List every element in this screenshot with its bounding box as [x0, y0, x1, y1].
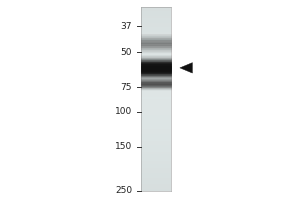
Bar — [141, 83, 171, 85]
Bar — [141, 85, 171, 87]
Bar — [141, 171, 171, 173]
Bar — [141, 23, 171, 25]
Bar — [141, 87, 171, 90]
Bar — [141, 161, 171, 164]
Bar — [141, 97, 171, 99]
Bar — [141, 164, 171, 166]
Bar — [141, 136, 171, 138]
Bar — [141, 18, 171, 21]
Bar — [141, 120, 171, 122]
Bar — [141, 152, 171, 154]
Text: 37: 37 — [121, 22, 132, 31]
Text: 250: 250 — [115, 186, 132, 195]
Bar — [141, 76, 171, 78]
Bar — [141, 104, 171, 106]
Bar — [141, 138, 171, 141]
Text: 75: 75 — [121, 83, 132, 92]
Bar — [141, 134, 171, 136]
Bar — [141, 150, 171, 152]
Bar — [141, 115, 171, 117]
Text: 50: 50 — [121, 48, 132, 57]
Bar — [141, 173, 171, 175]
Bar — [141, 16, 171, 18]
Bar — [141, 64, 171, 67]
Bar — [141, 74, 171, 76]
Bar — [141, 48, 171, 51]
Bar — [141, 175, 171, 178]
Bar — [141, 113, 171, 115]
Bar — [141, 21, 171, 23]
Bar — [141, 7, 171, 9]
Bar — [141, 92, 171, 94]
Bar — [141, 122, 171, 124]
Bar — [141, 11, 171, 14]
Bar — [141, 14, 171, 16]
Bar — [141, 147, 171, 150]
Bar — [141, 25, 171, 27]
Bar — [141, 60, 171, 62]
Bar — [141, 187, 171, 189]
Bar — [141, 81, 171, 83]
Bar — [141, 108, 171, 111]
Bar — [141, 166, 171, 168]
Text: 150: 150 — [115, 142, 132, 151]
Bar — [141, 145, 171, 147]
Bar — [141, 131, 171, 134]
Bar — [141, 90, 171, 92]
Bar — [141, 124, 171, 127]
Bar — [141, 67, 171, 69]
Bar — [141, 9, 171, 11]
Bar — [141, 51, 171, 53]
Bar — [141, 143, 171, 145]
Bar — [141, 141, 171, 143]
Polygon shape — [180, 63, 192, 73]
Bar — [141, 41, 171, 44]
Bar — [141, 94, 171, 97]
Bar — [141, 39, 171, 41]
Bar — [141, 69, 171, 71]
Bar — [141, 182, 171, 184]
Bar — [141, 127, 171, 129]
Bar — [141, 168, 171, 171]
Bar — [141, 53, 171, 55]
Bar — [141, 157, 171, 159]
Bar — [141, 99, 171, 101]
Bar — [141, 57, 171, 60]
Bar — [141, 106, 171, 108]
Bar — [141, 62, 171, 64]
Bar — [141, 111, 171, 113]
Bar — [141, 189, 171, 191]
Bar — [141, 34, 171, 37]
Bar — [141, 32, 171, 34]
Bar — [141, 154, 171, 157]
Bar — [141, 159, 171, 161]
Bar — [141, 180, 171, 182]
Bar — [141, 27, 171, 30]
Bar — [141, 30, 171, 32]
Bar — [141, 44, 171, 46]
Bar — [141, 7, 171, 191]
Bar — [141, 78, 171, 81]
Bar — [141, 101, 171, 104]
Bar — [141, 178, 171, 180]
Bar — [141, 129, 171, 131]
Bar — [141, 117, 171, 120]
Bar — [141, 55, 171, 57]
Text: 100: 100 — [115, 107, 132, 116]
Bar — [141, 37, 171, 39]
Bar — [141, 46, 171, 48]
Bar — [141, 71, 171, 74]
Bar — [141, 184, 171, 187]
